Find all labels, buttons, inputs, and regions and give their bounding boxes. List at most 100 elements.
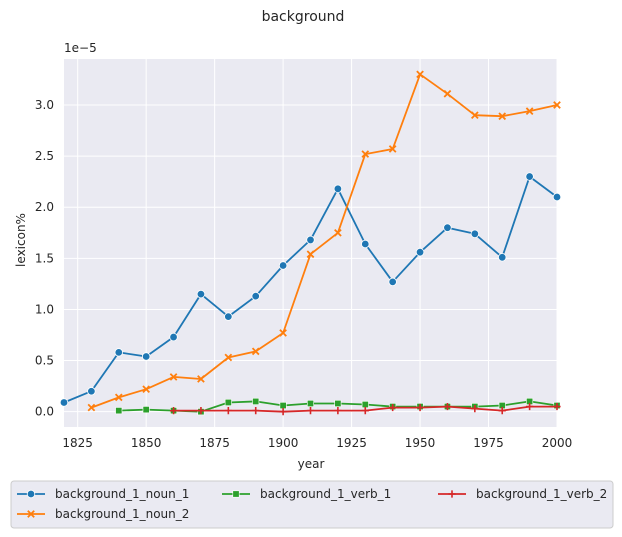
data-point [224,353,233,362]
data-point [498,253,507,262]
legend-item: background_1_noun_2 [17,507,189,521]
data-point [224,312,233,321]
data-point [141,352,151,361]
series-2 [87,70,561,412]
legend: background_1_noun_1 background_1_noun_2 ba… [17,487,607,521]
data-point [279,408,287,416]
data-point [59,398,69,407]
data-point [169,332,178,342]
data-point [115,407,123,415]
axis-ticks: 1825 1850 1875 1900 1925 1950 1975 2000 0.0 0.5 1.… [35,98,572,450]
legend-box [10,480,614,529]
data-point [443,402,452,411]
data-point [169,373,178,381]
series-line [91,73,558,409]
x-tick-label: 2000 [542,436,573,450]
x-tick-label: 1950 [405,436,436,450]
data-point [448,490,456,498]
y-tick-label: 2.5 [35,149,54,163]
data-point [251,347,260,356]
data-point [443,89,452,98]
data-point [251,291,260,301]
data-point [87,403,96,412]
data-point [470,111,479,120]
data-point [27,510,35,518]
legend-item: background_1_noun_1 [17,487,189,501]
x-tick-label: 1825 [62,436,93,450]
data-point [306,399,314,407]
data-point [278,261,288,270]
data-point [333,184,343,194]
data-point [552,192,562,202]
data-point [415,247,425,257]
legend-label: background_1_verb_2 [476,487,607,501]
data-point [224,407,232,415]
data-point [334,228,342,237]
x-tick-label: 1925 [336,436,367,450]
data-point [498,112,507,121]
series-4 [169,402,561,416]
data-point [388,145,397,153]
data-point [279,402,287,410]
data-point [361,401,369,409]
data-point [388,277,397,287]
data-point [169,407,178,415]
data-point [252,407,260,415]
legend-label: background_1_noun_2 [55,507,189,521]
legend-label: background_1_noun_1 [55,487,189,501]
data-point [197,375,205,383]
x-tick-label: 1850 [131,436,162,450]
data-point [114,348,123,357]
data-point [232,490,240,498]
data-point [416,403,424,412]
data-point [553,402,561,411]
data-point [525,172,534,181]
data-point [197,407,205,415]
data-point [26,489,36,499]
data-point [279,329,287,337]
y-tick-label: 2.0 [35,200,54,214]
x-axis-label: year [298,457,325,471]
data-point [361,150,370,158]
legend-label: background_1_verb_1 [260,487,391,501]
y-tick-label: 0.0 [35,405,54,419]
data-point [416,70,424,79]
data-point [252,397,260,405]
data-point [361,407,369,415]
data-point [142,406,150,414]
x-tick-label: 1875 [199,436,230,450]
x-tick-label: 1975 [473,436,504,450]
y-tick-label: 1.0 [35,302,54,316]
x-tick-label: 1900 [268,436,299,450]
series-layer [59,70,562,416]
y-tick-label: 0.5 [35,354,54,368]
data-point [361,239,370,249]
data-point [114,393,123,402]
data-point [471,405,479,413]
y-tick-label: 3.0 [35,98,54,112]
data-point [142,385,151,394]
data-point [224,398,232,406]
data-point [306,235,315,245]
chart-title: background [262,9,345,25]
data-point [443,223,452,232]
data-point [525,107,534,115]
data-point [389,403,397,412]
series-1 [59,172,562,407]
legend-item: background_1_verb_2 [438,487,607,501]
y-axis-label: lexicon% [14,213,28,267]
data-point [196,289,206,299]
y-offset-label: 1e−5 [64,41,97,55]
data-point [470,229,480,238]
data-point [526,402,534,411]
y-tick-label: 1.5 [35,251,54,265]
data-point [87,387,96,396]
data-point [334,399,342,407]
data-point [306,250,315,259]
data-point [553,101,561,109]
data-point [334,407,342,415]
legend-item: background_1_verb_1 [222,487,391,501]
data-point [498,407,506,415]
data-point [306,407,315,415]
